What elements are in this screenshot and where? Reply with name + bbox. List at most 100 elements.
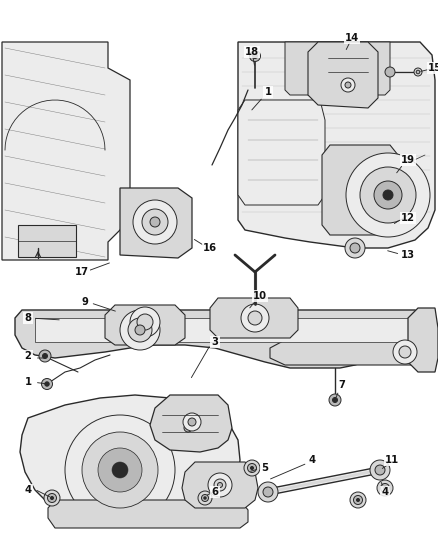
Circle shape [252, 53, 258, 59]
Circle shape [375, 465, 385, 475]
Circle shape [133, 200, 177, 244]
Polygon shape [52, 505, 205, 527]
Circle shape [178, 418, 198, 438]
Circle shape [251, 466, 254, 470]
Polygon shape [48, 500, 248, 528]
Circle shape [345, 82, 351, 88]
Circle shape [353, 496, 363, 505]
Circle shape [263, 487, 273, 497]
Circle shape [332, 398, 338, 402]
Text: 12: 12 [401, 213, 415, 223]
Circle shape [208, 473, 232, 497]
Text: 7: 7 [339, 380, 346, 390]
Text: 4: 4 [25, 485, 32, 495]
Text: 5: 5 [261, 463, 268, 473]
Polygon shape [20, 395, 240, 527]
Text: 16: 16 [203, 243, 217, 253]
Text: 13: 13 [401, 250, 415, 260]
Text: 4: 4 [308, 455, 315, 465]
Text: 10: 10 [253, 291, 267, 301]
Circle shape [377, 480, 393, 496]
Circle shape [120, 310, 160, 350]
Circle shape [98, 448, 142, 492]
Circle shape [258, 482, 278, 502]
Circle shape [329, 394, 341, 406]
Polygon shape [15, 310, 428, 368]
Polygon shape [408, 308, 438, 372]
Polygon shape [322, 145, 398, 235]
Circle shape [345, 238, 365, 258]
Text: 18: 18 [245, 47, 259, 57]
Circle shape [198, 491, 212, 505]
Text: 2: 2 [25, 351, 32, 361]
Circle shape [250, 51, 261, 61]
Circle shape [381, 483, 389, 492]
Circle shape [50, 497, 53, 499]
Circle shape [170, 410, 206, 446]
Polygon shape [210, 298, 298, 338]
Bar [18, 225, 76, 257]
Circle shape [201, 495, 208, 502]
Circle shape [416, 70, 420, 74]
Circle shape [346, 153, 430, 237]
Polygon shape [270, 340, 430, 365]
Circle shape [214, 479, 226, 491]
Circle shape [184, 424, 192, 432]
Text: 14: 14 [345, 33, 359, 43]
Circle shape [47, 494, 57, 503]
Text: 15: 15 [428, 63, 438, 73]
Polygon shape [238, 100, 325, 205]
Circle shape [341, 78, 355, 92]
Polygon shape [35, 318, 408, 342]
Polygon shape [238, 42, 435, 248]
Text: 3: 3 [212, 337, 219, 347]
Circle shape [42, 353, 47, 359]
Text: 11: 11 [385, 455, 399, 465]
Polygon shape [120, 188, 192, 258]
Circle shape [188, 418, 196, 426]
Text: 1: 1 [265, 87, 272, 97]
Circle shape [218, 482, 223, 488]
Circle shape [248, 311, 262, 325]
Circle shape [244, 460, 260, 476]
Polygon shape [182, 462, 258, 508]
Circle shape [393, 340, 417, 364]
Polygon shape [150, 395, 232, 452]
Circle shape [183, 413, 201, 431]
Circle shape [130, 307, 160, 337]
Circle shape [44, 490, 60, 506]
Text: 1: 1 [25, 377, 32, 387]
Circle shape [360, 167, 416, 223]
Circle shape [142, 209, 168, 235]
Text: 19: 19 [401, 155, 415, 165]
Circle shape [65, 415, 175, 525]
Polygon shape [2, 42, 130, 260]
Circle shape [45, 382, 49, 386]
Circle shape [370, 460, 390, 480]
Circle shape [350, 243, 360, 253]
Text: 8: 8 [25, 313, 32, 323]
Circle shape [82, 432, 158, 508]
Circle shape [204, 497, 206, 499]
Circle shape [414, 68, 422, 76]
Polygon shape [308, 42, 378, 108]
Text: 17: 17 [75, 267, 89, 277]
Circle shape [241, 304, 269, 332]
Circle shape [374, 181, 402, 209]
Circle shape [39, 350, 51, 362]
Circle shape [399, 346, 411, 358]
Circle shape [112, 462, 128, 478]
Text: 9: 9 [81, 297, 88, 307]
Circle shape [350, 492, 366, 508]
Circle shape [128, 318, 152, 342]
Text: 4: 4 [381, 487, 389, 497]
Circle shape [42, 378, 53, 390]
Polygon shape [285, 42, 390, 95]
Circle shape [385, 67, 395, 77]
Text: 6: 6 [212, 487, 219, 497]
Circle shape [137, 314, 153, 330]
Circle shape [383, 190, 393, 200]
Circle shape [357, 498, 360, 502]
Circle shape [135, 325, 145, 335]
Polygon shape [105, 305, 185, 345]
